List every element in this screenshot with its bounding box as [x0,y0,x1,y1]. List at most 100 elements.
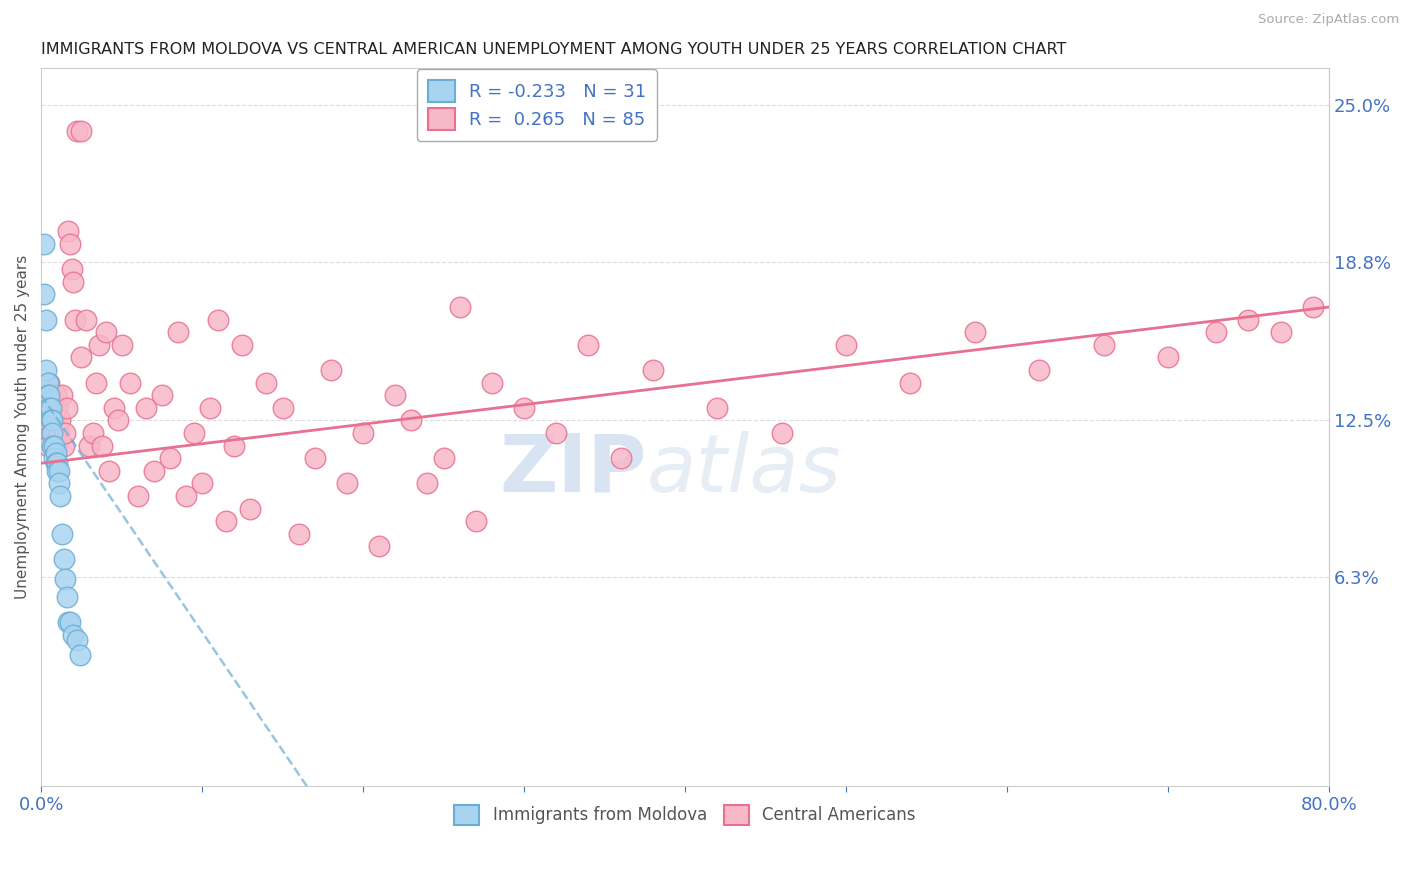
Text: ZIP: ZIP [499,431,647,508]
Point [35,388,58,402]
Point [59,237,82,252]
Point [183,425,205,440]
Point [578,338,600,352]
Point [207,312,229,326]
Point [159,451,181,466]
Text: atlas: atlas [647,431,841,508]
Point [79,439,101,453]
Point [1157,351,1180,365]
Point [59,615,82,629]
Point [42,451,65,466]
Point [103,401,125,415]
Point [38,376,60,390]
Point [41,413,63,427]
Point [416,476,439,491]
Point [70,123,93,137]
Point [35,312,58,326]
Point [84,376,107,390]
Point [46,456,69,470]
Point [336,476,359,491]
Point [56,401,79,415]
Point [127,489,149,503]
Point [239,501,262,516]
Point [34,237,56,252]
Point [135,401,157,415]
Point [167,325,190,339]
Point [464,514,486,528]
Point [706,401,728,415]
Point [198,401,221,415]
Point [34,287,56,301]
Point [97,464,120,478]
Point [87,338,110,352]
Point [35,363,58,377]
Point [35,413,58,427]
Point [94,325,117,339]
Point [963,325,986,339]
Point [1270,325,1292,339]
Point [51,388,73,402]
Point [287,526,309,541]
Point [41,439,63,453]
Point [256,376,278,390]
Point [45,446,67,460]
Point [52,439,75,453]
Point [46,439,69,453]
Point [231,338,253,352]
Point [142,464,165,478]
Point [546,425,568,440]
Point [174,489,197,503]
Point [215,514,238,528]
Point [481,376,503,390]
Point [641,363,664,377]
Point [91,439,114,453]
Point [62,275,84,289]
Point [58,615,80,629]
Point [82,425,104,440]
Point [49,489,72,503]
Point [224,439,246,453]
Text: IMMIGRANTS FROM MOLDOVA VS CENTRAL AMERICAN UNEMPLOYMENT AMONG YOUTH UNDER 25 YE: IMMIGRANTS FROM MOLDOVA VS CENTRAL AMERI… [41,42,1067,57]
Point [110,338,132,352]
Point [52,552,75,566]
Legend: Immigrants from Moldova, Central Americans: Immigrants from Moldova, Central America… [444,795,925,835]
Point [51,526,73,541]
Point [1092,338,1115,352]
Point [513,401,536,415]
Point [56,590,79,604]
Point [48,476,70,491]
Point [42,413,65,427]
Point [70,351,93,365]
Point [42,439,65,453]
Point [1237,312,1260,326]
Point [41,425,63,440]
Point [48,425,70,440]
Point [48,464,70,478]
Y-axis label: Unemployment Among Youth under 25 years: Unemployment Among Youth under 25 years [15,254,30,599]
Point [58,224,80,238]
Point [352,425,374,440]
Point [60,262,83,277]
Point [898,376,921,390]
Point [39,401,62,415]
Point [53,425,76,440]
Point [53,572,76,586]
Point [38,401,60,415]
Point [835,338,858,352]
Point [401,413,423,427]
Point [63,312,86,326]
Point [39,413,62,427]
Point [62,627,84,641]
Point [150,388,173,402]
Point [1028,363,1050,377]
Point [65,123,87,137]
Point [38,388,60,402]
Point [65,632,87,647]
Point [304,451,326,466]
Point [770,425,793,440]
Point [118,376,141,390]
Point [384,388,406,402]
Point [609,451,631,466]
Point [41,425,63,440]
Point [49,413,72,427]
